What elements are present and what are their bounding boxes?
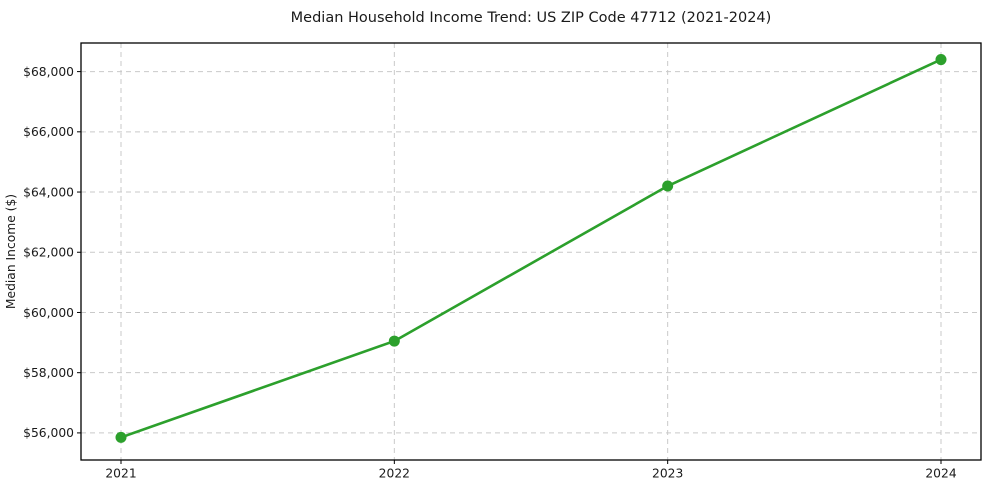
y-tick-label: $56,000 [23,426,74,440]
data-point [115,431,127,443]
data-point [935,54,947,66]
y-tick-label: $58,000 [23,366,74,380]
axes-spine [80,42,982,461]
plot-area: $56,000 $58,000 $60,000 $62,000 $64,000 $66,0… [23,42,982,481]
data-point [388,335,400,347]
x-tick-label: 2024 [925,467,956,481]
trend-line [119,58,943,439]
x-tick-label: 2023 [652,467,683,481]
y-tick-label: $66,000 [23,125,74,139]
y-tick-label: $64,000 [23,185,74,199]
x-tick-label: 2021 [105,467,136,481]
y-tick-label: $62,000 [23,246,74,260]
axes-background [81,43,981,460]
y-axis-label: Median Income ($) [4,194,18,309]
x-tick-label: 2022 [379,467,410,481]
y-tick-label: $60,000 [23,306,74,320]
data-point [662,180,674,192]
y-tick-label: $68,000 [23,65,74,79]
chart-title: Median Household Income Trend: US ZIP Co… [291,10,772,26]
